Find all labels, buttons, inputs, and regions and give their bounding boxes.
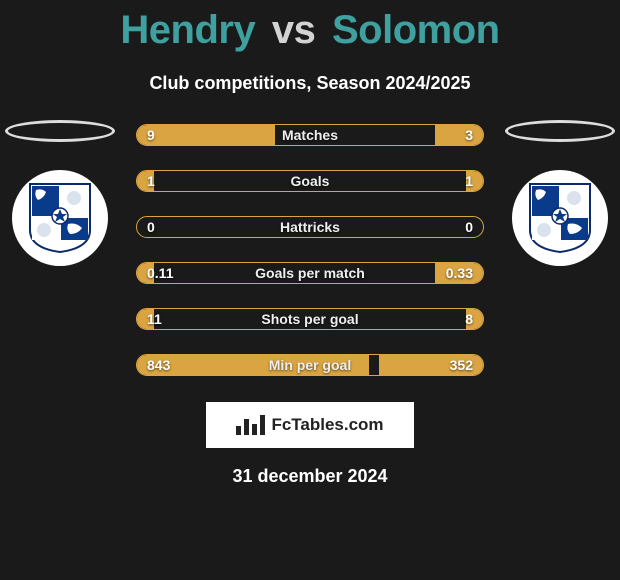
fctables-badge: FcTables.com [206,402,414,448]
stat-row: 9Matches3 [136,124,484,146]
stat-label: Matches [137,125,483,145]
stat-label: Goals per match [137,263,483,283]
stat-right-value: 0 [465,217,473,237]
right-side [505,120,615,266]
player2-marker-ellipse-icon [505,120,615,142]
player2-club-crest [512,170,608,266]
stat-right-value: 3 [465,125,473,145]
player1-club-crest [12,170,108,266]
fctables-label: FcTables.com [271,415,383,435]
comparison-title: Hendry vs Solomon [0,0,620,53]
stat-bars: 9Matches3 1Goals1 0Hattricks0 0.11Goals per… [136,124,484,376]
subtitle: Club competitions, Season 2024/2025 [0,73,620,94]
content: 9Matches3 1Goals1 0Hattricks0 0.11Goals per… [0,124,620,376]
stat-right-value: 352 [450,355,473,375]
stat-row: 843Min per goal352 [136,354,484,376]
stat-label: Shots per goal [137,309,483,329]
stat-right-value: 1 [465,171,473,191]
stat-label: Min per goal [137,355,483,375]
stat-row: 1Goals1 [136,170,484,192]
stat-label: Goals [137,171,483,191]
stat-row: 11Shots per goal8 [136,308,484,330]
player1-marker-ellipse-icon [5,120,115,142]
bars-icon [236,415,265,435]
vs-text: vs [272,8,316,52]
shield-icon [28,182,92,254]
stat-row: 0Hattricks0 [136,216,484,238]
left-side [5,120,115,266]
shield-icon [528,182,592,254]
date: 31 december 2024 [0,466,620,487]
stat-right-value: 0.33 [446,263,473,283]
stat-right-value: 8 [465,309,473,329]
player1-name: Hendry [120,8,255,52]
stat-row: 0.11Goals per match0.33 [136,262,484,284]
stat-label: Hattricks [137,217,483,237]
player2-name: Solomon [332,8,500,52]
